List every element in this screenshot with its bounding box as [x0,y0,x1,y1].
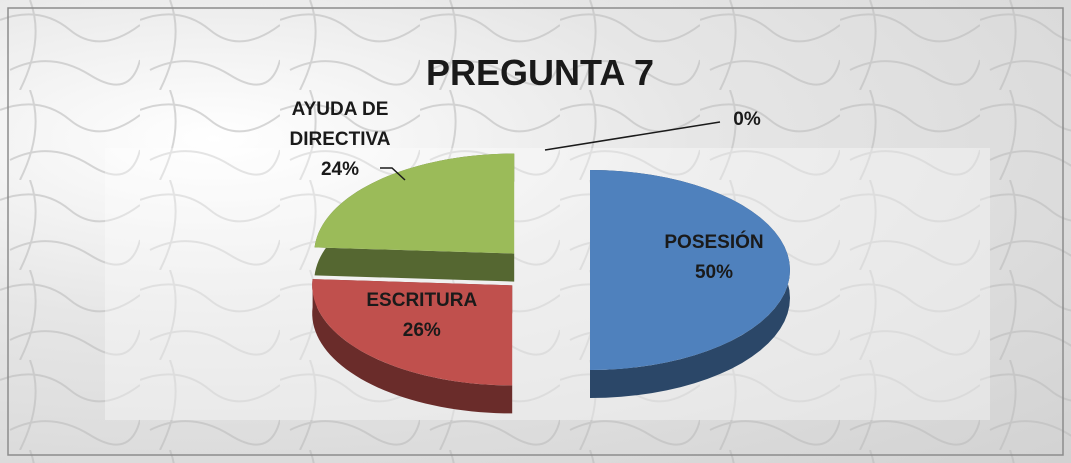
leader-line [380,167,406,181]
data-label: 50% [694,262,734,283]
chart-title: PREGUNTA 7 [425,52,655,93]
category-label: AYUDA DE DIRECTIVA [289,99,391,150]
data-label: 24% [320,159,360,180]
data-label: 0% [733,109,761,130]
category-label: POSESIÓN [664,232,764,253]
slice-side [314,153,515,282]
plot-area [105,148,990,420]
slice [312,279,513,386]
leader-line [544,121,721,151]
data-label: 26% [402,319,441,341]
slice [314,153,515,254]
frame [7,7,1064,456]
slice [590,170,790,370]
category-label: ESCRITURA [366,289,478,311]
